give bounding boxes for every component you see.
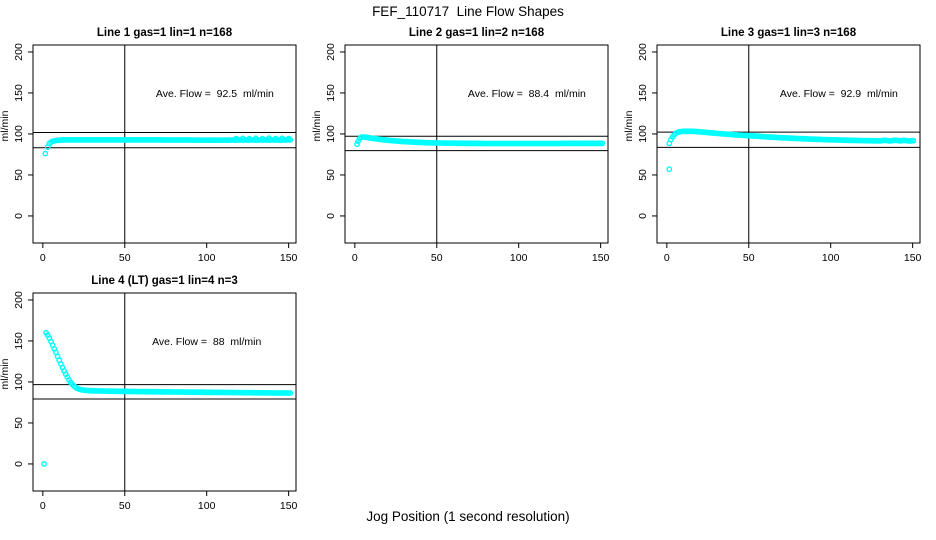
y-tick-label: 150 <box>13 332 25 350</box>
y-tick-label: 0 <box>637 213 649 219</box>
y-tick-label: 100 <box>325 125 337 143</box>
data-point <box>599 140 606 147</box>
y-tick-label: 200 <box>325 43 337 61</box>
subplot-4: Line 4 (LT) gas=1 lin=4 n=3 0 50 100 150 0 50 1… <box>0 270 312 518</box>
plot-box <box>344 44 609 244</box>
data-point <box>266 135 272 142</box>
subplot-title: Line 3 gas=1 lin=3 n=168 <box>721 27 857 39</box>
plot-box <box>656 44 921 244</box>
y-axis-title: ml/min <box>0 358 11 389</box>
data-point <box>910 137 917 144</box>
y-axis-title: ml/min <box>0 110 11 141</box>
data-point <box>279 135 285 142</box>
y-axis-title: ml/min <box>624 110 635 141</box>
data-point <box>354 141 360 148</box>
subplot-2-svg: Line 2 gas=1 lin=2 n=168 0 50 100 150 0 50 100 1… <box>311 27 610 264</box>
x-axis-label: Jog Position (1 second resolution) <box>366 509 570 524</box>
ave-flow-annotation: Ave. Flow = 88.4 ml/min <box>468 88 586 100</box>
x-tick-label: 150 <box>904 252 922 264</box>
x-tick-label: 0 <box>40 500 46 512</box>
y-tick-label: 150 <box>13 84 25 102</box>
data-point <box>246 135 253 142</box>
subplot-3: Line 3 gas=1 lin=3 n=168 0 50 100 150 0 50 100 1… <box>623 22 936 270</box>
data-point <box>272 135 279 142</box>
y-tick-label: 50 <box>13 169 25 181</box>
subplot-1-svg: Line 1 gas=1 lin=1 n=168 0 50 100 150 0 50 100 1… <box>0 27 298 264</box>
x-tick-label: 50 <box>119 500 131 512</box>
subplot-4-svg: Line 4 (LT) gas=1 lin=4 n=3 0 50 100 150 0 50 1… <box>0 275 298 512</box>
x-tick-label: 50 <box>119 252 131 264</box>
data-point <box>42 150 49 157</box>
x-tick-label: 100 <box>198 252 216 264</box>
data-point <box>41 460 47 467</box>
x-tick-label: 150 <box>280 500 298 512</box>
y-tick-label: 150 <box>637 84 649 102</box>
x-tick-label: 50 <box>743 252 755 264</box>
x-tick-label: 100 <box>822 252 840 264</box>
y-tick-label: 200 <box>13 291 25 309</box>
x-tick-label: 150 <box>280 252 298 264</box>
data-point <box>239 135 246 142</box>
y-tick-label: 0 <box>325 213 337 219</box>
ave-flow-annotation: Ave. Flow = 92.5 ml/min <box>156 88 274 100</box>
data-point <box>666 166 673 173</box>
y-tick-label: 0 <box>13 213 25 219</box>
ave-flow-annotation: Ave. Flow = 88 ml/min <box>152 336 261 348</box>
y-tick-label: 50 <box>637 169 649 181</box>
data-point <box>259 135 266 142</box>
subplot-title: Line 4 (LT) gas=1 lin=4 n=3 <box>91 275 237 287</box>
subplot-1: Line 1 gas=1 lin=1 n=168 0 50 100 150 0 50 100 1… <box>0 22 312 270</box>
main-title: FEF_110717 Line Flow Shapes <box>372 4 564 19</box>
data-point <box>252 135 259 142</box>
x-tick-label: 100 <box>510 252 528 264</box>
y-tick-label: 50 <box>325 169 337 181</box>
y-tick-label: 100 <box>13 373 25 391</box>
subplot-title: Line 2 gas=1 lin=2 n=168 <box>409 27 545 39</box>
plot-box <box>32 292 297 492</box>
y-tick-label: 100 <box>13 125 25 143</box>
y-tick-label: 100 <box>637 125 649 143</box>
data-point <box>233 135 240 142</box>
x-tick-label: 50 <box>431 252 443 264</box>
y-tick-label: 0 <box>13 461 25 467</box>
x-tick-label: 0 <box>352 252 358 264</box>
x-tick-label: 0 <box>40 252 46 264</box>
y-tick-label: 200 <box>637 43 649 61</box>
plot-box <box>32 44 297 244</box>
y-axis-title: ml/min <box>312 110 323 141</box>
subplot-2: Line 2 gas=1 lin=2 n=168 0 50 100 150 0 50 100 1… <box>311 22 624 270</box>
x-tick-label: 100 <box>198 500 216 512</box>
x-tick-label: 0 <box>664 252 670 264</box>
y-tick-label: 50 <box>13 417 25 429</box>
ave-flow-annotation: Ave. Flow = 92.9 ml/min <box>780 88 898 100</box>
data-point <box>287 390 294 396</box>
subplot-3-svg: Line 3 gas=1 lin=3 n=168 0 50 100 150 0 50 100 1… <box>623 27 922 264</box>
data-point <box>285 135 292 142</box>
x-tick-label: 150 <box>592 252 610 264</box>
y-tick-label: 150 <box>325 84 337 102</box>
y-tick-label: 200 <box>13 43 25 61</box>
subplot-title: Line 1 gas=1 lin=1 n=168 <box>97 27 233 39</box>
